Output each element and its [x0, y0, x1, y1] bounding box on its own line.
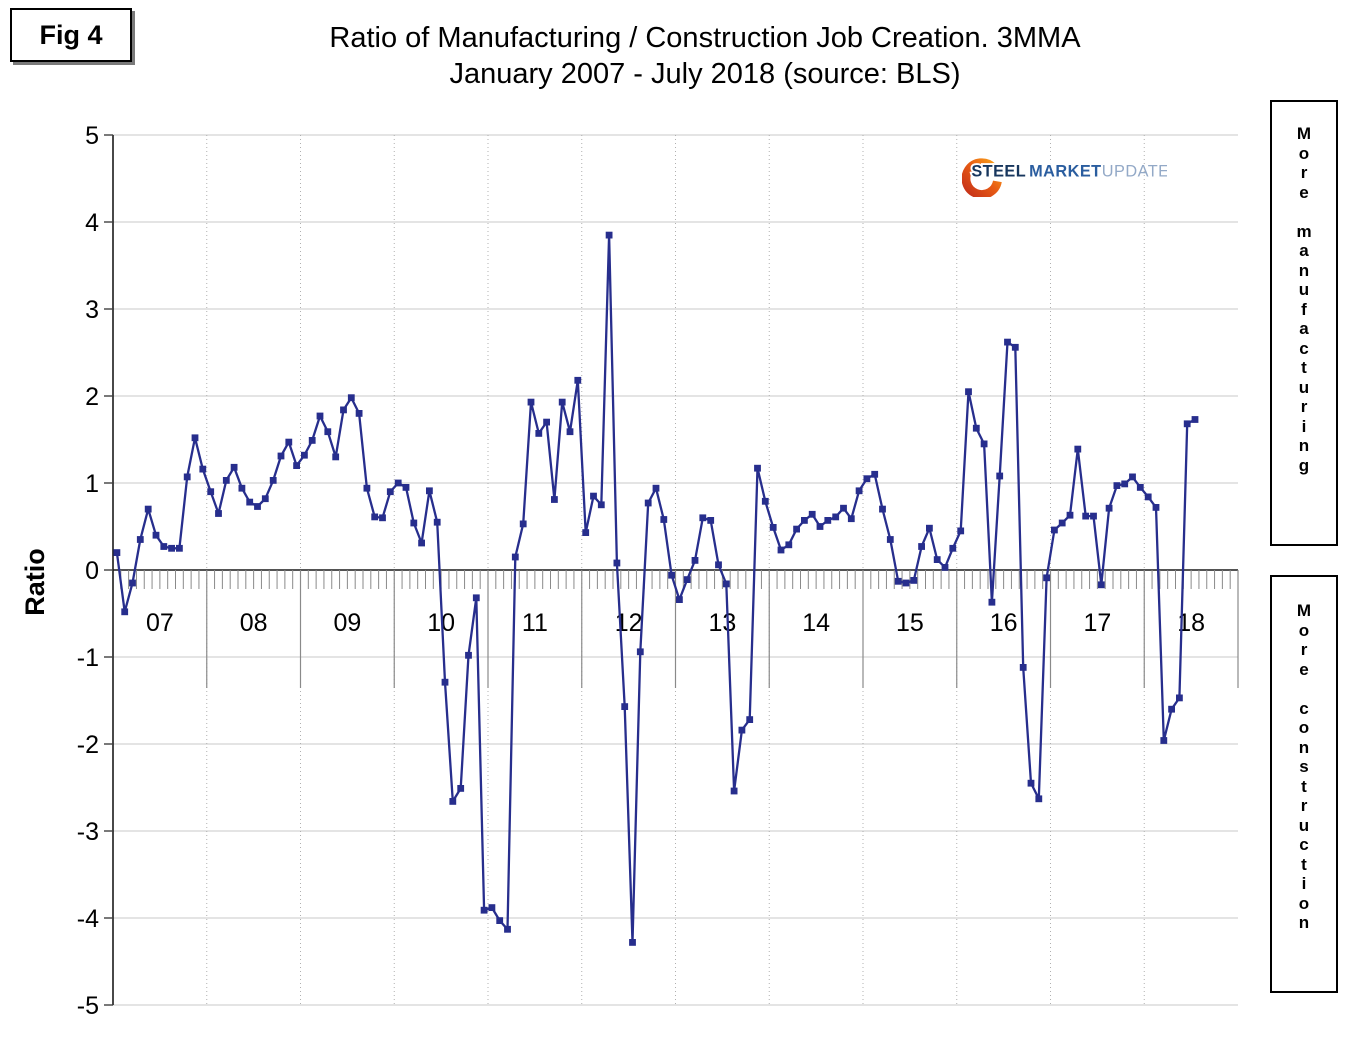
- logo-graphic: STEEL MARKET UPDATE: [961, 158, 1169, 199]
- svg-text:17: 17: [1083, 609, 1111, 637]
- svg-text:2: 2: [85, 383, 99, 411]
- svg-text:-3: -3: [77, 818, 99, 846]
- chart-title-block: Ratio of Manufacturing / Construction Jo…: [60, 20, 1350, 92]
- chart-title: Ratio of Manufacturing / Construction Jo…: [329, 22, 1081, 54]
- svg-text:08: 08: [240, 609, 268, 637]
- svg-text:09: 09: [333, 609, 361, 637]
- svg-text:13: 13: [708, 609, 736, 637]
- svg-text:-4: -4: [77, 905, 99, 933]
- svg-text:15: 15: [896, 609, 924, 637]
- svg-text:3: 3: [85, 296, 99, 324]
- svg-text:5: 5: [85, 122, 99, 150]
- svg-text:07: 07: [146, 609, 174, 637]
- svg-text:14: 14: [802, 609, 830, 637]
- chart-subtitle: January 2007 - July 2018 (source: BLS): [449, 58, 961, 90]
- svg-text:0: 0: [85, 557, 99, 585]
- axis-ticks: [104, 134, 1239, 1006]
- logo-word-update: UPDATE: [1102, 163, 1167, 181]
- svg-text:4: 4: [85, 209, 99, 237]
- svg-text:16: 16: [990, 609, 1018, 637]
- y-axis-label: Ratio: [20, 548, 50, 616]
- svg-text:-5: -5: [77, 992, 99, 1020]
- data-line: [115, 233, 1196, 944]
- svg-text:-1: -1: [77, 644, 99, 672]
- svg-text:11: 11: [522, 609, 548, 637]
- svg-text:-2: -2: [77, 731, 99, 759]
- data-points: [113, 231, 1199, 946]
- figure-badge: Fig 4: [10, 8, 132, 62]
- logo-word-market: MARKET: [1029, 163, 1102, 181]
- logo-crescent-icon: [961, 158, 1002, 199]
- svg-text:1: 1: [85, 470, 99, 498]
- steel-market-update-logo: STEEL MARKET UPDATE: [961, 149, 1169, 202]
- logo-word-steel: STEEL: [971, 163, 1026, 181]
